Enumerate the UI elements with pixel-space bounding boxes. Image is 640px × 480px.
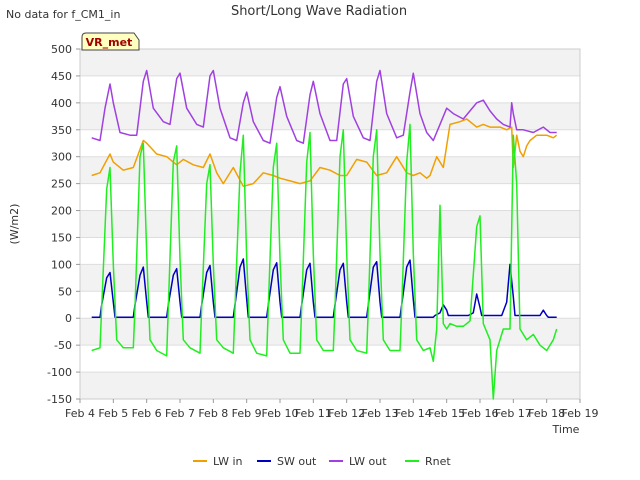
y-tick-label: -50 [54, 339, 72, 352]
x-tick-label: Feb 12 [328, 407, 365, 420]
y-axis: -150 -100 -50 0 50 100 150 200 250 300 350 400 450 50… [47, 43, 80, 406]
x-tick-label: Feb 10 [262, 407, 299, 420]
legend-item: LW out [329, 455, 387, 468]
x-tick-label: Feb 6 [132, 407, 162, 420]
x-tick-label: Feb 15 [428, 407, 465, 420]
y-tick-label: 300 [51, 151, 72, 164]
x-tick-label: Feb 9 [232, 407, 262, 420]
y-tick-label: 150 [51, 231, 72, 244]
plot-frame [79, 48, 581, 400]
y-tick-label: -100 [47, 366, 72, 379]
x-axis: Feb 4 Feb 5 Feb 6 Feb 7 Feb 8 Feb 9 Feb 10Feb … [65, 399, 598, 420]
x-axis-label: Time [552, 423, 580, 436]
y-tick-label: 350 [51, 124, 72, 137]
y-tick-label: 450 [51, 70, 72, 83]
legend-item: SW out [257, 455, 317, 468]
plot-band [80, 49, 580, 76]
plot-band [80, 102, 580, 130]
x-tick-label: Feb 11 [295, 407, 332, 420]
y-tick-label: -150 [47, 393, 72, 406]
chart-title: Short/Long Wave Radiation [231, 4, 407, 19]
y-tick-label: 200 [51, 205, 72, 218]
x-tick-label: Feb 5 [98, 407, 128, 420]
site-badge-label: VR_met [86, 36, 133, 49]
x-tick-label: Feb 7 [165, 407, 195, 420]
y-axis-label: (W/m2) [8, 204, 21, 245]
y-tick-label: 400 [51, 97, 72, 110]
plot-band [80, 210, 580, 238]
x-tick-label: Feb 13 [362, 407, 399, 420]
x-tick-label: Feb 17 [495, 407, 532, 420]
plot-band [80, 372, 580, 399]
y-tick-label: 500 [51, 43, 72, 56]
y-tick-label: 50 [58, 285, 72, 298]
plot-band [80, 264, 580, 292]
x-tick-label: Feb 19 [562, 407, 599, 420]
legend: LW in SW out LW out Rnet [193, 455, 451, 468]
site-badge-shape [81, 32, 140, 51]
legend-label: SW out [277, 455, 317, 468]
x-tick-label: Feb 8 [198, 407, 228, 420]
y-tick-label: 250 [51, 178, 72, 191]
legend-item: Rnet [405, 455, 451, 468]
legend-label: LW in [213, 455, 243, 468]
legend-label: Rnet [425, 455, 451, 468]
legend-label: LW out [349, 455, 387, 468]
series-lines [91, 69, 558, 400]
no-data-note: No data for f_CM1_in [6, 8, 120, 21]
x-tick-label: Feb 14 [395, 407, 432, 420]
plot-bands [80, 49, 580, 399]
series-line-rnet [91, 123, 558, 400]
x-tick-label: Feb 4 [65, 407, 95, 420]
y-tick-label: 0 [65, 312, 72, 325]
series-line-lw-out [91, 69, 557, 144]
legend-item: LW in [193, 455, 243, 468]
x-tick-label: Feb 18 [528, 407, 565, 420]
x-tick-label: Feb 16 [462, 407, 499, 420]
plot-band [80, 318, 580, 346]
y-tick-label: 100 [51, 258, 72, 271]
series-line-sw-out [91, 258, 557, 318]
site-badge: VR_met [81, 32, 140, 51]
